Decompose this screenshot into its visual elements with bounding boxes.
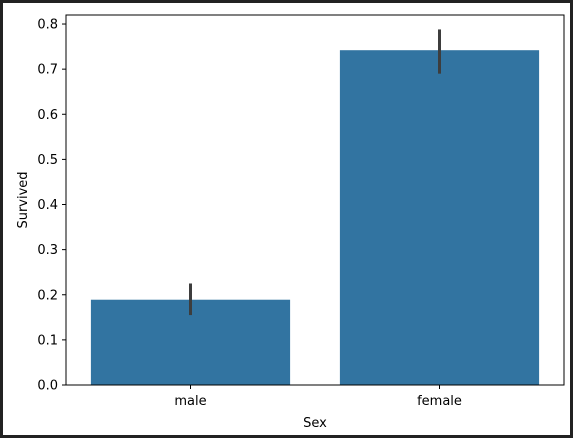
y-axis-label: Survived	[16, 171, 31, 228]
plot-area-border	[65, 14, 565, 386]
bars-layer	[90, 50, 540, 385]
x-axis-label: Sex	[303, 416, 327, 431]
x-tick-label: female	[417, 394, 462, 409]
x-axis: male female	[174, 385, 462, 409]
y-tick-label: 0.2	[37, 288, 58, 303]
y-tick-label: 0.7	[37, 63, 58, 78]
y-tick-label: 0.8	[37, 18, 58, 33]
bar-chart: 0.0 0.1 0.2 0.3 0.4 0.5 0.6 0.7 0.8 male female S…	[16, 14, 565, 431]
y-tick-label: 0.6	[37, 108, 58, 123]
y-tick-label: 0.1	[37, 333, 58, 348]
x-tick-label: male	[174, 394, 206, 409]
y-tick-label: 0.4	[37, 198, 58, 213]
y-tick-label: 0.5	[37, 153, 58, 168]
bar-female	[339, 50, 540, 385]
y-tick-label: 0.3	[37, 243, 58, 258]
y-tick-label: 0.0	[37, 379, 58, 394]
y-axis: 0.0 0.1 0.2 0.3 0.4 0.5 0.6 0.7 0.8	[37, 18, 66, 394]
errorbars-layer	[189, 29, 441, 316]
